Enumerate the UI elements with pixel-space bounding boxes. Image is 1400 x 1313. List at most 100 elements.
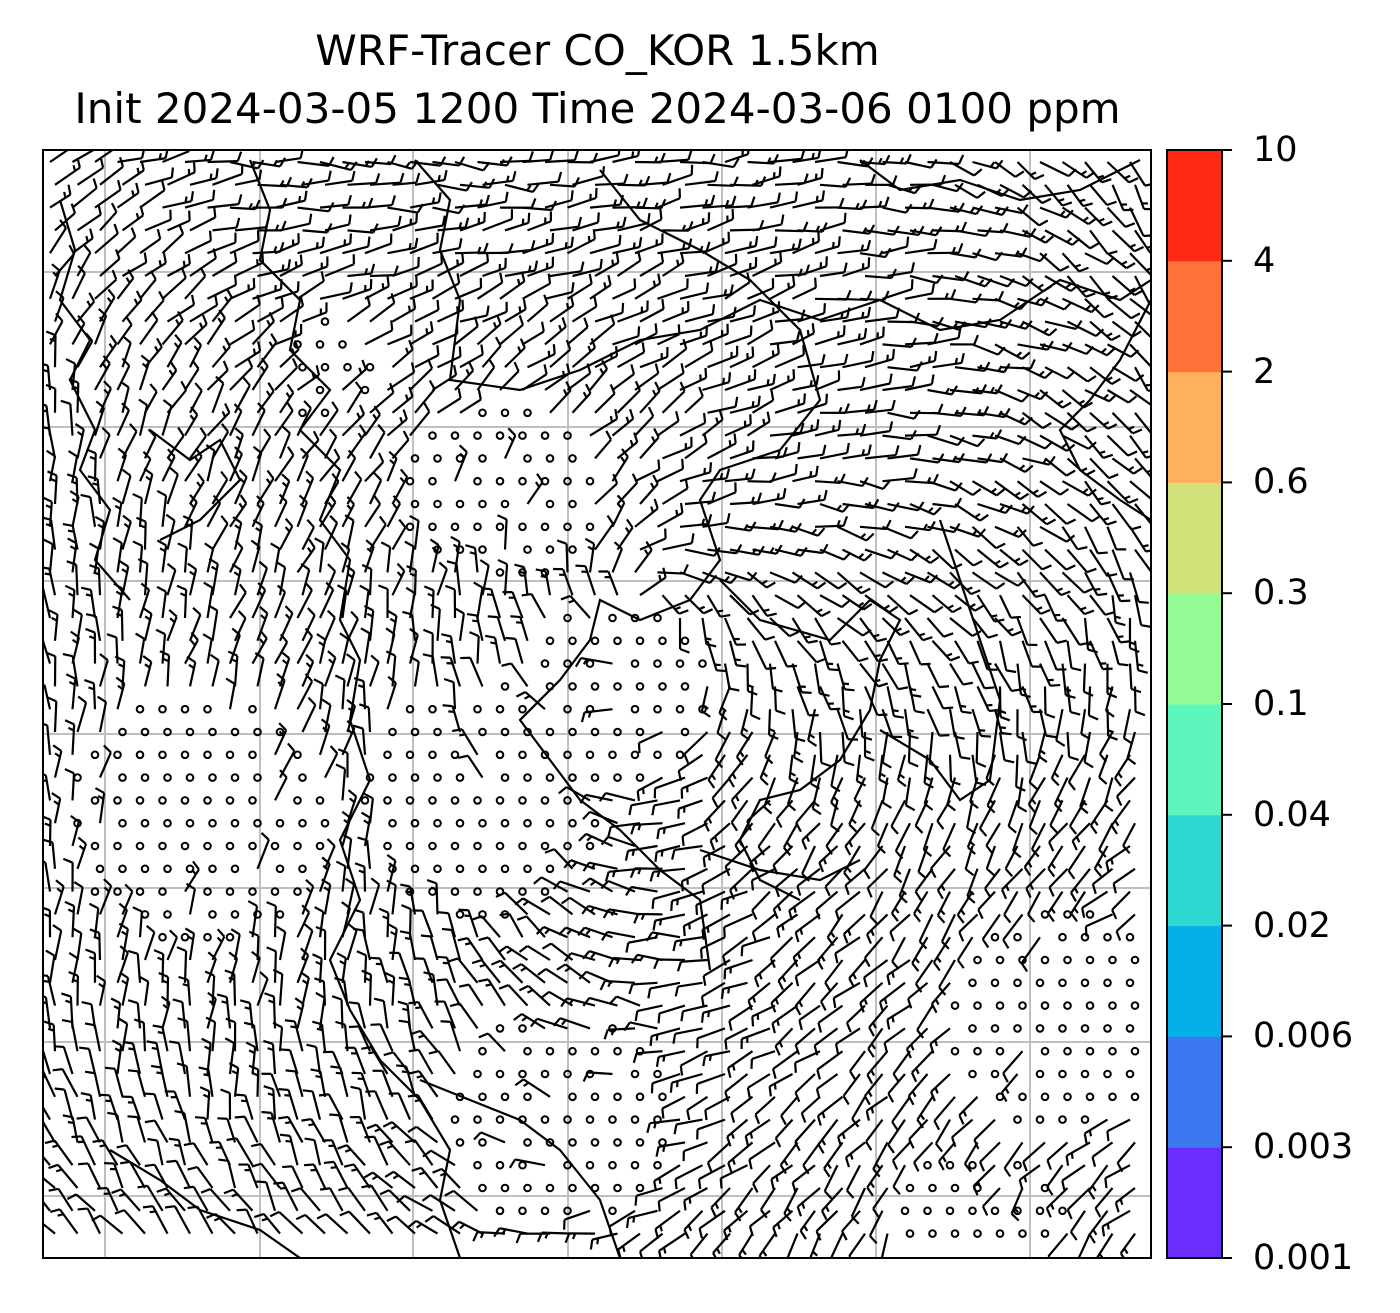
wind-barb (45, 651, 57, 687)
wind-barb (430, 603, 441, 641)
wind-barb (116, 447, 128, 482)
chart-title-line-2: Init 2024-03-05 1200 Time 2024-03-06 010… (74, 84, 1121, 133)
wind-barb (1039, 297, 1073, 311)
wind-barb (927, 288, 957, 300)
wind-barb (60, 399, 74, 436)
calm-wind-marker (433, 727, 442, 737)
wind-barb (314, 537, 325, 573)
wind-barb (459, 211, 486, 232)
wind-barb (724, 235, 759, 255)
wind-barb (776, 913, 799, 938)
wind-barb (251, 311, 275, 346)
wind-barb (499, 315, 525, 346)
wind-barb (49, 150, 70, 163)
wind-barb (316, 633, 327, 664)
wind-barb (409, 232, 439, 255)
wind-barb (256, 333, 278, 368)
wind-barb (797, 489, 828, 506)
wind-barb (166, 562, 177, 596)
calm-wind-marker (405, 750, 415, 760)
calm-wind-marker (500, 499, 510, 509)
wind-barb (335, 763, 347, 801)
calm-wind-marker (388, 727, 397, 737)
wind-barb (454, 607, 465, 641)
wind-barb (544, 236, 574, 255)
wind-barb (931, 685, 954, 710)
wind-barb (69, 490, 80, 528)
calm-wind-marker (405, 522, 415, 532)
wind-barb (723, 913, 753, 938)
wind-barb (504, 183, 540, 194)
calm-wind-marker (540, 522, 550, 532)
wind-barb (1025, 868, 1046, 899)
wind-barb (482, 170, 517, 186)
wind-barb (1089, 366, 1121, 385)
wind-barb (887, 262, 915, 278)
wind-barb (1106, 389, 1138, 404)
calm-wind-marker (158, 704, 167, 714)
wind-barb (135, 632, 146, 664)
wind-barb (228, 446, 243, 482)
wind-barb (639, 427, 660, 460)
wind-barb (341, 404, 365, 437)
calm-wind-marker (320, 362, 330, 372)
calm-wind-marker (500, 727, 510, 737)
wind-barb (584, 537, 596, 573)
wind-barb (414, 379, 436, 414)
wind-barb (423, 585, 435, 619)
wind-barb (54, 157, 81, 186)
wind-barb (319, 233, 353, 255)
calm-wind-marker (180, 841, 190, 851)
wind-barb (971, 571, 1006, 590)
calm-wind-marker (315, 796, 325, 805)
wind-barb (477, 191, 509, 209)
wind-barb (747, 236, 778, 255)
wind-barb (80, 493, 97, 527)
wind-barb (409, 192, 442, 209)
wind-barb (842, 444, 872, 460)
wind-barb (62, 652, 79, 687)
calm-wind-marker (563, 431, 572, 440)
calm-wind-marker (455, 910, 465, 919)
wind-barb (184, 230, 212, 255)
wind-barb (707, 253, 738, 278)
wind-barb (707, 396, 739, 414)
wind-barb (184, 314, 208, 346)
wind-barb (469, 631, 480, 664)
wind-barb (792, 525, 826, 537)
wind-barb (881, 731, 892, 769)
wind-barb (347, 263, 376, 278)
wind-barb (142, 655, 153, 687)
calm-wind-marker (478, 545, 487, 554)
wind-barb (485, 634, 502, 664)
calm-wind-marker (473, 841, 482, 851)
calm-wind-marker (225, 841, 235, 851)
wind-barb (724, 325, 753, 346)
wind-barb (522, 233, 555, 255)
wind-barb (747, 278, 775, 300)
wind-barb (890, 891, 906, 922)
calm-wind-marker (568, 636, 577, 646)
wind-barb (652, 913, 686, 931)
calm-wind-marker (428, 796, 437, 805)
wind-barb (385, 627, 396, 664)
wind-barb (233, 427, 244, 459)
wind-barb (256, 832, 270, 870)
wind-barb (1071, 822, 1091, 851)
wind-barb (1084, 206, 1113, 227)
wind-barb (931, 548, 963, 570)
wind-barb (402, 610, 417, 641)
wind-barb (392, 256, 420, 278)
wind-barb (342, 197, 374, 209)
wind-barb (842, 399, 878, 414)
calm-wind-marker (320, 317, 330, 326)
wind-barb (391, 468, 409, 505)
wind-barb (94, 269, 118, 300)
calm-wind-marker (630, 750, 640, 760)
chart-title-line-1: WRF-Tracer CO_KOR 1.5km (315, 26, 880, 75)
wind-barb (572, 258, 603, 278)
wind-barb (437, 217, 470, 232)
wind-barb (1021, 640, 1042, 668)
wind-barb (319, 581, 335, 619)
wind-barb (949, 480, 982, 496)
